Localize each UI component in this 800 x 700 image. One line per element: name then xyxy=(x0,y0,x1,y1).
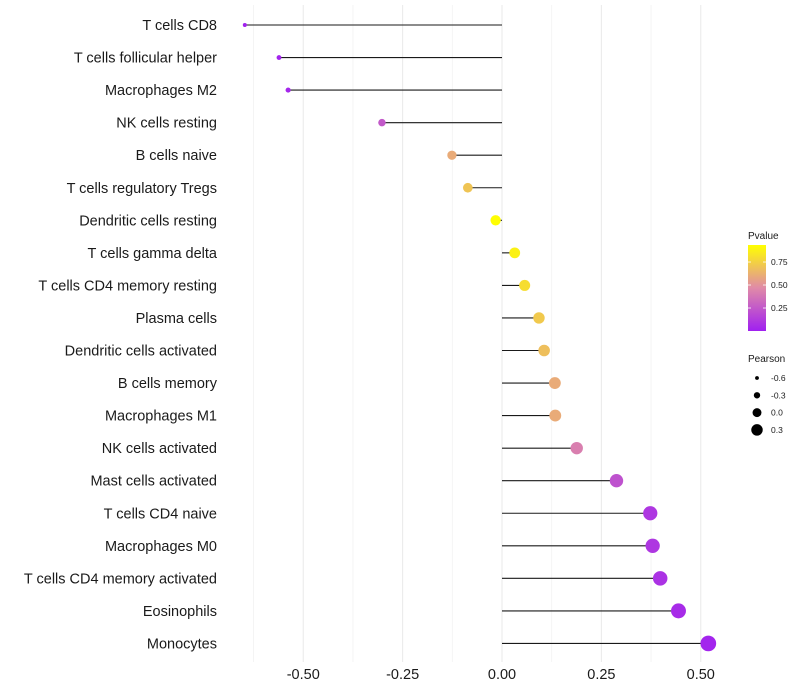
data-point xyxy=(447,150,457,160)
data-point xyxy=(700,635,717,652)
data-point xyxy=(549,409,562,422)
y-tick-label: Eosinophils xyxy=(143,604,217,620)
data-point xyxy=(285,87,291,93)
pvalue-legend-title: Pvalue xyxy=(748,231,779,242)
data-point xyxy=(652,571,668,586)
y-tick-label: T cells CD4 memory activated xyxy=(24,571,217,587)
data-point xyxy=(519,279,531,291)
y-tick-label: T cells regulatory Tregs xyxy=(67,181,217,197)
colorbar-tick-label: 0.50 xyxy=(771,280,788,290)
y-tick-label: T cells CD8 xyxy=(142,18,217,34)
y-tick-label: T cells gamma delta xyxy=(88,246,218,262)
y-tick-label: Dendritic cells activated xyxy=(65,344,217,360)
size-legend-label: -0.3 xyxy=(771,390,786,400)
size-legend-key xyxy=(753,392,761,399)
y-tick-label: Macrophages M2 xyxy=(105,83,217,99)
y-tick-label: Dendritic cells resting xyxy=(79,213,217,229)
x-tick-label: 0.25 xyxy=(587,667,615,683)
y-tick-label: Monocytes xyxy=(147,636,217,652)
size-legend-key xyxy=(755,376,759,380)
data-point xyxy=(462,182,473,193)
pearson-legend-title: Pearson xyxy=(748,354,785,365)
x-tick-label: 0.00 xyxy=(488,667,516,683)
colorbar-tick-label: 0.25 xyxy=(771,303,788,313)
data-point xyxy=(490,215,501,226)
size-legend-key xyxy=(751,424,763,436)
x-axis-labels: -0.50 -0.25 0.00 0.25 0.50 xyxy=(287,667,715,683)
size-legend-key xyxy=(752,408,762,418)
x-tick-label: -0.50 xyxy=(287,667,320,683)
size-legend-label: 0.0 xyxy=(771,408,783,418)
data-point xyxy=(378,118,386,127)
colorbar-tick-label: 0.75 xyxy=(771,257,788,267)
x-tick-label: -0.25 xyxy=(386,667,419,683)
y-axis-labels: T cells CD8 T cells follicular helper Macr… xyxy=(24,18,218,652)
data-point xyxy=(538,344,550,357)
pearson-legend: Pearson -0.6 -0.3 0.0 0.3 xyxy=(748,354,786,436)
size-legend-label: 0.3 xyxy=(771,425,783,435)
grid-lines xyxy=(253,5,702,662)
y-tick-label: Mast cells activated xyxy=(90,474,217,490)
data-point xyxy=(671,603,686,619)
y-tick-label: NK cells resting xyxy=(116,116,217,132)
y-tick-label: Macrophages M1 xyxy=(105,409,217,425)
data-point xyxy=(609,474,624,488)
data-point xyxy=(643,506,658,521)
y-tick-label: B cells naive xyxy=(136,148,217,164)
y-tick-label: Macrophages M0 xyxy=(105,539,217,555)
pvalue-colorbar xyxy=(748,245,766,331)
data-point xyxy=(645,538,660,553)
stems xyxy=(244,24,709,645)
data-point xyxy=(509,247,521,259)
data-point xyxy=(570,441,583,455)
y-tick-label: T cells CD4 naive xyxy=(104,506,217,522)
y-tick-label: B cells memory xyxy=(118,376,218,392)
y-tick-label: NK cells activated xyxy=(102,441,217,457)
pvalue-legend: Pvalue 0.25 0.50 0.75 xyxy=(748,231,788,331)
data-point xyxy=(276,55,282,60)
y-tick-label: T cells CD4 memory resting xyxy=(38,278,217,294)
data-point xyxy=(533,312,545,324)
y-tick-label: T cells follicular helper xyxy=(74,51,217,67)
points xyxy=(242,22,717,652)
size-legend-label: -0.6 xyxy=(771,373,786,383)
data-point xyxy=(242,22,247,28)
y-tick-label: Plasma cells xyxy=(136,311,217,327)
x-tick-label: 0.50 xyxy=(687,667,715,683)
data-point xyxy=(548,377,561,389)
